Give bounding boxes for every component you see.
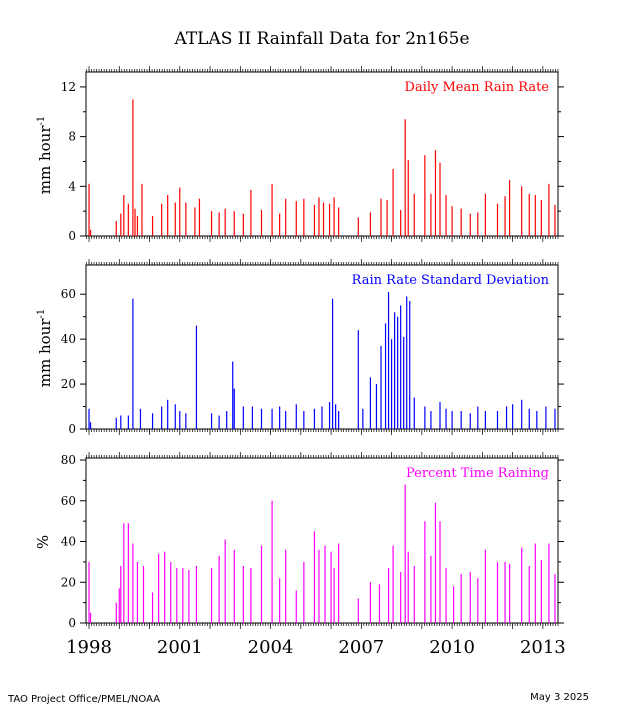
panel-rain-rate-std-dev: Rain Rate Standard Deviation mm hour-1 0… (36, 259, 564, 436)
x-tick-label: 2004 (248, 637, 294, 658)
y-axis-label-text: mm hour (36, 318, 54, 388)
footer-date: May 3 2025 (530, 692, 589, 703)
y-axis-label-rain-rate: mm hour-1 (36, 116, 54, 195)
series-bars (88, 484, 556, 623)
panel-title-rain-rate-std-dev: Rain Rate Standard Deviation (352, 273, 550, 288)
y-tick-label: 12 (61, 80, 76, 94)
y-tick-label: 60 (61, 287, 76, 301)
footer-credit: TAO Project Office/PMEL/NOAA (7, 694, 160, 705)
y-tick-label: 60 (61, 494, 76, 508)
y-tick-label: 40 (61, 535, 76, 549)
svg-text:mm hour-1: mm hour-1 (36, 309, 54, 388)
panel-title-percent-time-raining: Percent Time Raining (406, 466, 549, 481)
plot-frame (85, 457, 559, 624)
plot-frame (85, 264, 559, 430)
y-tick-label: 0 (68, 229, 76, 243)
x-axis-labels: 1998 2001 2004 2007 2010 2013 (66, 637, 566, 658)
x-tick-label: 2010 (429, 637, 475, 658)
y-axis-label-superscript: -1 (36, 116, 47, 126)
series-bars (88, 99, 556, 236)
x-tick-label: 2001 (157, 637, 203, 658)
x-tick-label: 1998 (66, 637, 112, 658)
y-tick-label: 20 (61, 575, 76, 589)
y-axis-label-std-dev: mm hour-1 (36, 309, 54, 388)
y-axis-label-text: % (34, 535, 52, 549)
y-tick-label: 4 (68, 179, 76, 193)
y-axis-label-percent: % (34, 535, 52, 549)
series-bars (88, 291, 556, 429)
y-tick-label: 40 (61, 332, 76, 346)
x-minor-ticks (86, 66, 559, 242)
y-tick-label: 80 (61, 453, 76, 467)
y-tick-label: 20 (61, 377, 76, 391)
panel-daily-mean-rain-rate: Daily Mean Rain Rate mm hour-1 0 4 8 12 (36, 66, 564, 243)
y-tick-label: 0 (68, 616, 76, 630)
y-axis-label-text: mm hour (36, 125, 54, 195)
y-tick-label: 0 (68, 422, 76, 436)
x-tick-label: 2013 (520, 637, 566, 658)
panel-percent-time-raining: Percent Time Raining % 0 20 40 60 80 (34, 452, 564, 630)
plot-frame (85, 71, 559, 237)
x-tick-label: 2007 (338, 637, 384, 658)
figure-title: ATLAS II Rainfall Data for 2n165e (173, 29, 469, 49)
y-tick-label: 8 (68, 130, 76, 144)
x-minor-ticks (86, 259, 559, 435)
y-axis-label-superscript: -1 (36, 309, 47, 319)
panel-title-daily-mean-rain-rate: Daily Mean Rain Rate (405, 80, 550, 95)
svg-text:mm hour-1: mm hour-1 (36, 116, 54, 195)
